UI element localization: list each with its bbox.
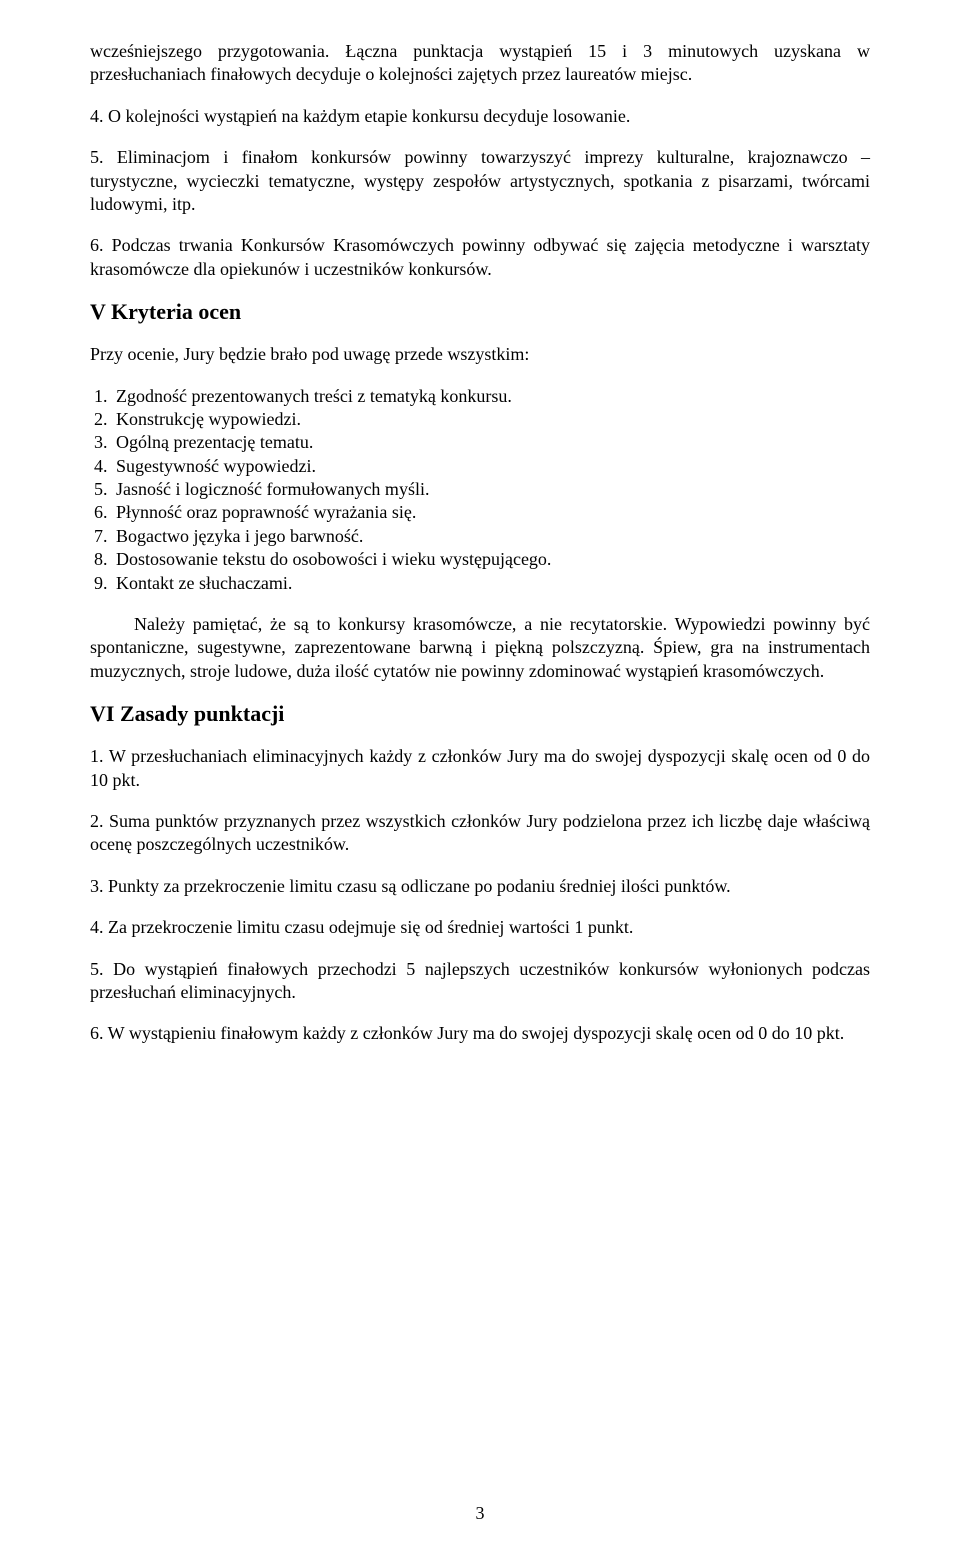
paragraph-note: Należy pamiętać, że są to konkursy kraso… <box>90 613 870 683</box>
heading-criteria: V Kryteria ocen <box>90 299 870 325</box>
paragraph-rule-5: 5. Eliminacjom i finałom konkursów powin… <box>90 146 870 216</box>
scoring-rule-1: 1. W przesłuchaniach eliminacyjnych każd… <box>90 745 870 792</box>
criteria-item: Konstrukcję wypowiedzi. <box>112 408 870 431</box>
criteria-item: Płynność oraz poprawność wyrażania się. <box>112 501 870 524</box>
criteria-item: Jasność i logiczność formułowanych myśli… <box>112 478 870 501</box>
page-number: 3 <box>476 1503 485 1524</box>
criteria-item: Kontakt ze słuchaczami. <box>112 572 870 595</box>
paragraph-rule-6: 6. Podczas trwania Konkursów Krasomówczy… <box>90 234 870 281</box>
document-page: wcześniejszego przygotowania. Łączna pun… <box>0 0 960 1554</box>
criteria-item: Zgodność prezentowanych treści z tematyk… <box>112 385 870 408</box>
paragraph-rule-4: 4. O kolejności wystąpień na każdym etap… <box>90 105 870 128</box>
scoring-rule-6: 6. W wystąpieniu finałowym każdy z człon… <box>90 1022 870 1045</box>
scoring-rule-2: 2. Suma punktów przyznanych przez wszyst… <box>90 810 870 857</box>
criteria-item: Sugestywność wypowiedzi. <box>112 455 870 478</box>
paragraph-criteria-intro: Przy ocenie, Jury będzie brało pod uwagę… <box>90 343 870 366</box>
scoring-rule-3: 3. Punkty za przekroczenie limitu czasu … <box>90 875 870 898</box>
criteria-item: Ogólną prezentację tematu. <box>112 431 870 454</box>
scoring-rule-4: 4. Za przekroczenie limitu czasu odejmuj… <box>90 916 870 939</box>
scoring-rule-5: 5. Do wystąpień finałowych przechodzi 5 … <box>90 958 870 1005</box>
criteria-list: Zgodność prezentowanych treści z tematyk… <box>90 385 870 596</box>
paragraph-intro-continued: wcześniejszego przygotowania. Łączna pun… <box>90 40 870 87</box>
heading-scoring: VI Zasady punktacji <box>90 701 870 727</box>
criteria-item: Dostosowanie tekstu do osobowości i wiek… <box>112 548 870 571</box>
criteria-item: Bogactwo języka i jego barwność. <box>112 525 870 548</box>
